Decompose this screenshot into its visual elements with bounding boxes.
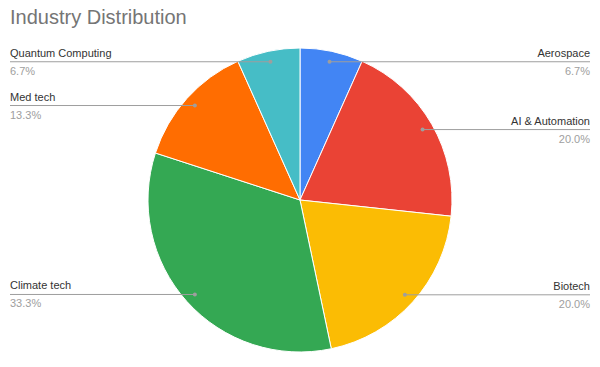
svg-text:20.0%: 20.0% [559,133,590,145]
svg-text:Biotech: Biotech [553,280,590,292]
svg-text:20.0%: 20.0% [559,298,590,310]
svg-text:33.3%: 33.3% [10,297,41,309]
svg-text:13.3%: 13.3% [10,109,41,121]
svg-text:Med tech: Med tech [10,91,55,103]
svg-text:6.7%: 6.7% [565,65,590,77]
svg-text:Quantum Computing: Quantum Computing [10,47,112,59]
svg-text:Aerospace: Aerospace [537,47,590,59]
svg-text:AI & Automation: AI & Automation [511,115,590,127]
html-text:Industry Distribution: Industry Distribution [10,6,187,28]
svg-text:6.7%: 6.7% [10,65,35,77]
svg-text:Climate tech: Climate tech [10,279,71,291]
